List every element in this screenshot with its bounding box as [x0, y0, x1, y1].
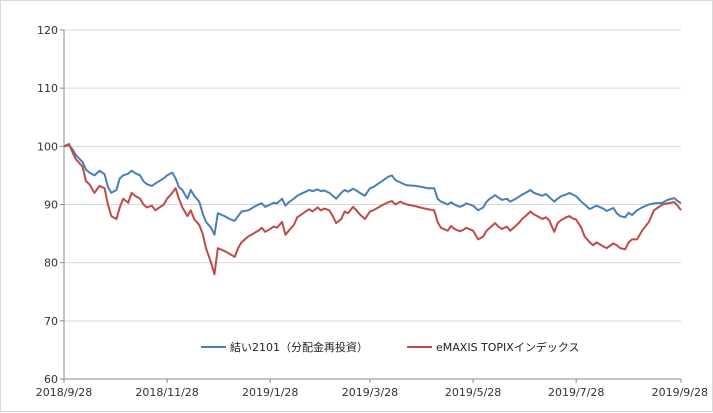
gridlines: [64, 29, 681, 322]
y-tick-label-120: 120: [37, 24, 58, 37]
x-tick-label-1: 2018/11/28: [135, 386, 198, 399]
x-tick-labels: 2018/9/28 2018/11/28 2019/1/28 2019/3/28 201…: [36, 386, 708, 399]
y-tick-label-80: 80: [44, 257, 58, 270]
legend-label-emaxis-topix: eMAXIS TOPIXインデックス: [436, 340, 580, 354]
x-tick-label-2: 2019/1/28: [242, 386, 298, 399]
legend-label-yui2101: 結い2101（分配金再投資）: [230, 340, 368, 354]
y-tick-label-110: 110: [37, 82, 58, 95]
y-tick-label-70: 70: [44, 315, 58, 328]
y-tick-label-60: 60: [44, 373, 58, 386]
y-tick-label-100: 100: [37, 140, 58, 153]
series-lines: [63, 143, 682, 276]
x-tick-label-5: 2019/7/28: [548, 386, 604, 399]
x-tick-label-4: 2019/5/28: [445, 386, 501, 399]
legend: 結い2101（分配金再投資） eMAXIS TOPIXインデックス: [201, 340, 580, 354]
y-tick-labels: 60 70 80 90 100 110 120: [37, 24, 58, 386]
axes: [60, 29, 682, 383]
x-tick-label-0: 2018/9/28: [36, 386, 92, 399]
y-tick-label-90: 90: [44, 199, 58, 212]
x-tick-label-6: 2019/9/28: [652, 386, 708, 399]
x-tick-label-3: 2019/3/28: [342, 386, 398, 399]
series-line-1: [63, 143, 682, 276]
series-line-0: [63, 144, 682, 236]
